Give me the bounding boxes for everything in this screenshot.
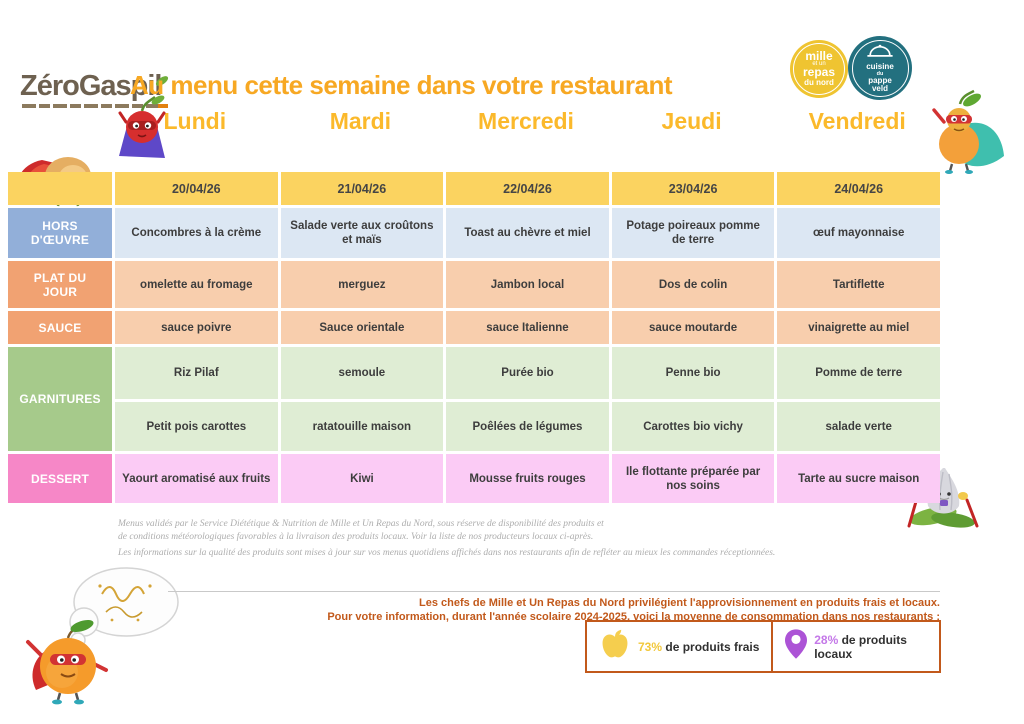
menu-cell: sauce Italienne xyxy=(446,311,609,344)
stat-local-label: de produits locaux xyxy=(814,632,907,661)
zerogaspil-logo: ZéroGaspil xyxy=(20,70,168,103)
date-cell: 22/04/26 xyxy=(446,172,609,205)
menu-cell: Potage poireaux pomme de terre xyxy=(611,208,775,258)
menu-cell: Poêlées de légumes xyxy=(446,402,609,451)
row-label-plat-du-jour: PLAT DU JOUR xyxy=(8,261,112,308)
pear-mascot-image xyxy=(916,88,1010,179)
date-corner-cell xyxy=(8,172,112,205)
date-cell: 21/04/26 xyxy=(280,172,444,205)
footnote-line-1: Menus validés par le Service Diététique … xyxy=(118,519,604,529)
stat-fresh-label: de produits frais xyxy=(665,639,760,654)
stat-local-text: 28% de produits locaux xyxy=(814,633,939,661)
stat-fresh-text: 73% de produits frais xyxy=(638,640,759,654)
badge-line: et un xyxy=(812,61,826,67)
menu-cell: Purée bio xyxy=(446,347,609,399)
menu-cell: Penne bio xyxy=(611,347,775,399)
menu-cell: Mousse fruits rouges xyxy=(446,454,609,503)
menu-cell: semoule xyxy=(280,347,444,399)
menu-cell: omelette au fromage xyxy=(115,261,278,308)
menu-cell: Petit pois carottes xyxy=(115,402,278,451)
menu-cell: Pomme de terre xyxy=(777,347,940,399)
stat-fresh-value: 73% xyxy=(638,639,663,654)
menu-cell: Riz Pilaf xyxy=(115,347,278,399)
menu-cell: Jambon local xyxy=(446,261,609,308)
menu-cell: salade verte xyxy=(777,402,940,451)
menu-cell: sauce poivre xyxy=(115,311,278,344)
day-jeudi: Jeudi xyxy=(661,108,722,134)
badge-line: veld xyxy=(871,83,888,93)
menu-cell: Tartiflette xyxy=(777,261,940,308)
cloche-icon xyxy=(865,44,895,63)
day-spacer xyxy=(8,108,112,135)
menu-cell: merguez xyxy=(280,261,444,308)
stat-fresh-products: 73% de produits frais xyxy=(587,622,774,671)
cherry-mascot-image xyxy=(114,94,170,167)
date-cell: 24/04/26 xyxy=(777,172,940,205)
menu-cell: Carottes bio vichy xyxy=(611,402,775,451)
day-mardi: Mardi xyxy=(329,108,392,134)
menu-table: 20/04/26 21/04/26 22/04/26 23/04/26 24/0… xyxy=(8,172,940,503)
menu-cell: Toast au chèvre et miel xyxy=(446,208,609,258)
info-line-1: Les chefs de Mille et Un Repas du Nord p… xyxy=(419,597,940,609)
stats-box: 73% de produits frais 28% de produits lo… xyxy=(585,620,941,673)
day-mercredi: Mercredi xyxy=(478,108,574,134)
menu-cell: Salade verte aux croûtons et maïs xyxy=(280,208,444,258)
menu-cell: Tarte au sucre maison xyxy=(777,454,940,503)
orange-mascot-image xyxy=(14,606,124,711)
badge-line: mille xyxy=(805,49,833,63)
menu-cell: Kiwi xyxy=(280,454,444,503)
leaf-icon xyxy=(154,63,170,96)
stat-local-value: 28% xyxy=(814,632,839,647)
day-vendredi: Vendredi xyxy=(808,108,906,134)
menu-cell: Concombres à la crème xyxy=(115,208,278,258)
menu-cell: Dos de colin xyxy=(611,261,775,308)
badge-line: cuisine xyxy=(866,61,894,71)
page-title: Au menu cette semaine dans votre restaur… xyxy=(130,70,673,100)
menu-cell: ratatouille maison xyxy=(280,402,444,451)
menu-cell: vinaigrette au miel xyxy=(777,311,940,344)
cuisine-badge-inner: cuisine du pappe veld xyxy=(851,39,909,97)
badge-line: repas xyxy=(802,65,836,79)
badge-line: du xyxy=(876,70,884,77)
row-label-dessert: DESSERT xyxy=(8,454,112,503)
date-cell: 20/04/26 xyxy=(115,172,278,205)
logo-text: ZéroGaspil xyxy=(20,70,162,102)
row-label-garnitures: GARNITURES xyxy=(8,347,112,451)
badge-line: du nord xyxy=(804,78,834,87)
footnote-line-2: de conditions météorologiques favorables… xyxy=(118,532,594,542)
stat-local-products: 28% de produits locaux xyxy=(773,622,939,671)
mille-repas-badge-inner: mille et un repas du nord xyxy=(793,43,845,95)
badge-line: pappe xyxy=(868,75,892,85)
footnote-text: Menus validés par le Service Diététique … xyxy=(118,518,775,560)
apple-icon xyxy=(599,627,631,666)
menu-cell: sauce moutarde xyxy=(611,311,775,344)
row-label-hors-doeuvre: HORS D'ŒUVRE xyxy=(8,208,112,258)
row-label-sauce: SAUCE xyxy=(8,311,112,344)
location-pin-icon xyxy=(785,629,808,664)
footnote-line-3: Les informations sur la qualité des prod… xyxy=(118,548,776,558)
logo-tagline xyxy=(22,104,168,108)
cuisine-pappe-veld-badge: cuisine du pappe veld xyxy=(848,36,912,100)
menu-cell: Yaourt aromatisé aux fruits xyxy=(115,454,278,503)
day-lundi: Lundi xyxy=(163,108,227,134)
mille-repas-badge: mille et un repas du nord xyxy=(790,40,848,98)
date-cell: 23/04/26 xyxy=(611,172,775,205)
menu-cell: Sauce orientale xyxy=(280,311,444,344)
divider-line xyxy=(168,591,940,592)
menu-cell: Ile flottante préparée par nos soins xyxy=(611,454,775,503)
day-header-row: Lundi Mardi Mercredi Jeudi Vendredi xyxy=(8,108,940,135)
menu-cell: œuf mayonnaise xyxy=(777,208,940,258)
